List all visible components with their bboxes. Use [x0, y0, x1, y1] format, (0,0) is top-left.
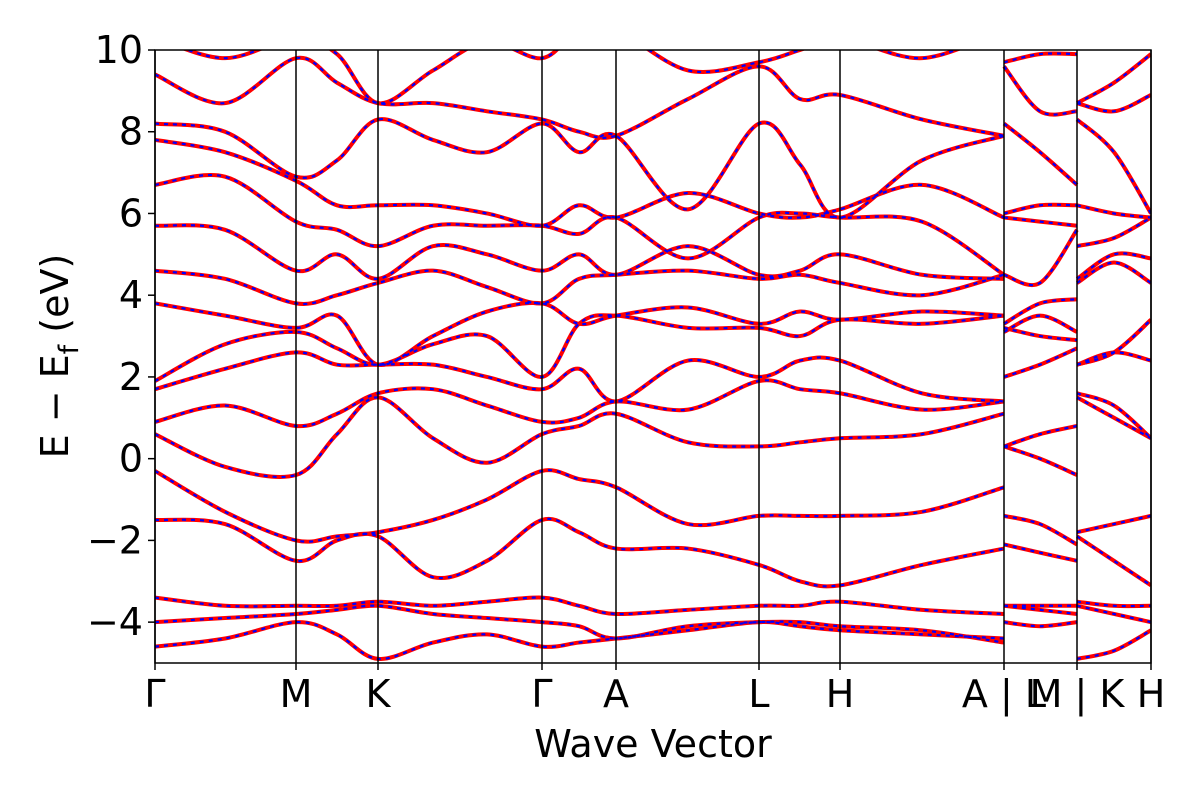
x-tick-label: M [280, 672, 313, 716]
x-tick-label: A | L [962, 672, 1046, 717]
band-overlay [155, 301, 1151, 366]
x-axis-label: Wave Vector [534, 722, 772, 766]
y-tick-label: 2 [119, 355, 143, 399]
band [155, 346, 1151, 404]
plot-frame [154, 49, 1152, 664]
band-overlay [155, 261, 1151, 325]
band-overlay [155, 596, 1151, 616]
band-overlay [155, 224, 1151, 287]
y-tick-label: −4 [87, 600, 143, 644]
x-tick-label: H [826, 672, 855, 716]
band-overlay [155, 173, 1151, 276]
band-overlay [155, 604, 1151, 644]
y-tick-label: −2 [87, 518, 143, 562]
band-overlay [155, 517, 1151, 588]
band [181, 50, 1151, 106]
band [155, 516, 1151, 589]
y-label-unit: (eV) [33, 254, 77, 333]
x-tick-label: H [1137, 672, 1166, 716]
band [155, 468, 1151, 547]
y-axis-label: E − Ef (eV) [33, 254, 85, 459]
y-label-space [33, 333, 77, 345]
band-overlay [155, 118, 1151, 219]
y-tick-label: 10 [95, 28, 143, 72]
y-label-sub: f [54, 343, 85, 354]
band-overlay [155, 620, 1151, 661]
y-tick-label: 6 [119, 191, 143, 235]
x-tick-label: L [748, 672, 769, 716]
x-tick-label: Γ [531, 672, 552, 716]
y-tick-label: 8 [119, 110, 143, 154]
band-overlay [155, 469, 1151, 546]
band-overlay [184, 50, 1151, 105]
x-tick-label: M | K [1030, 672, 1126, 717]
y-label-main: E − E [33, 354, 77, 458]
bands [155, 50, 1151, 661]
y-tick-label: 4 [119, 273, 143, 317]
band [155, 55, 1151, 140]
x-tick-label: Γ [144, 672, 165, 716]
x-tick-label: A [603, 672, 629, 716]
y-tick-label: 0 [119, 437, 143, 481]
band-overlay [155, 138, 1151, 227]
band-overlay [155, 396, 1151, 479]
band-overlay [155, 56, 1151, 139]
band-overlay [155, 379, 1151, 448]
band [155, 395, 1151, 479]
x-tick-label: K [366, 672, 392, 716]
band-overlay [155, 347, 1151, 403]
